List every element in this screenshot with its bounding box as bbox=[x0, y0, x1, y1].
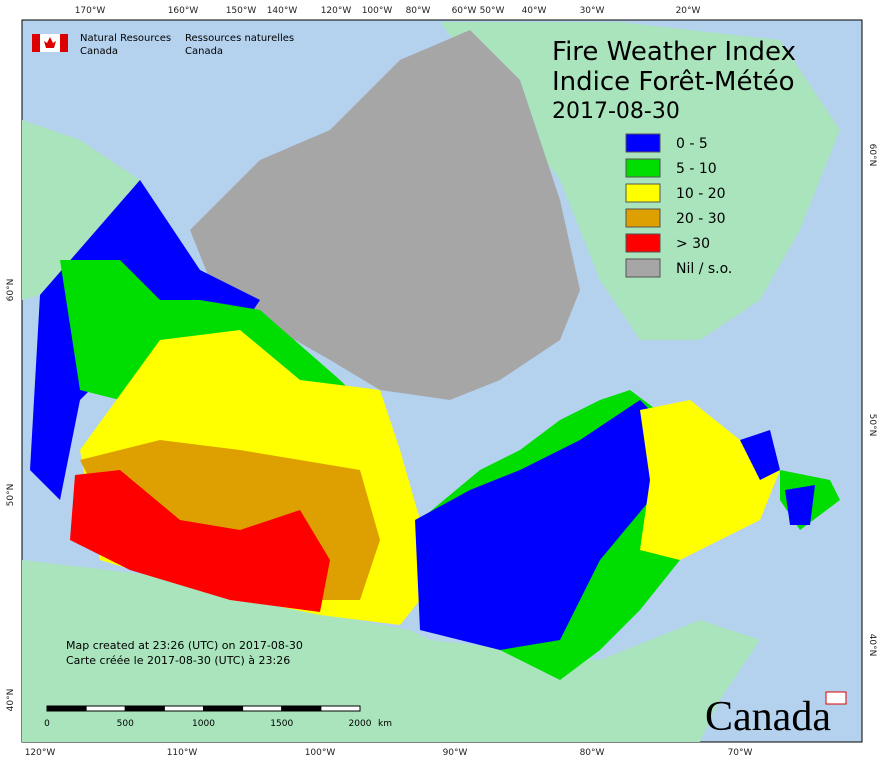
fwi-zone bbox=[415, 400, 660, 650]
legend-label: 10 - 20 bbox=[676, 186, 726, 202]
longitude-label: 120°W bbox=[321, 6, 352, 16]
fwi-zone bbox=[640, 400, 780, 560]
longitude-label: 80°W bbox=[580, 748, 605, 758]
united-states bbox=[22, 560, 760, 742]
fwi-zone bbox=[785, 485, 815, 525]
longitude-label: 150°W bbox=[226, 6, 257, 16]
legend-swatch bbox=[625, 233, 661, 253]
longitude-label: 90°W bbox=[443, 748, 468, 758]
scale-label: 0 bbox=[44, 719, 50, 729]
greenland bbox=[440, 22, 840, 340]
scale-segment bbox=[203, 705, 244, 712]
flag-bar bbox=[60, 34, 68, 52]
latitude-label: 60°N bbox=[6, 279, 16, 302]
legend-swatch bbox=[625, 208, 661, 228]
legend-swatch bbox=[625, 258, 661, 278]
title: Fire Weather Index bbox=[552, 37, 796, 67]
legend: 0 - 5 5 - 10 10 - 20 20 - 30 > 30 Nil / s.o. bbox=[625, 133, 732, 278]
graticule-labels: 170°W 160°W 150°W 140°W 120°W 100°W 80°W 60°W 50… bbox=[6, 6, 877, 758]
date: 2017-08-30 bbox=[552, 99, 680, 124]
legend-label: Nil / s.o. bbox=[676, 261, 732, 277]
agency-fr: Canada bbox=[185, 46, 223, 57]
scale-label: 1000 bbox=[192, 719, 215, 729]
legend-swatch bbox=[625, 183, 661, 203]
alaska bbox=[22, 120, 140, 300]
longitude-label: 170°W bbox=[75, 6, 106, 16]
legend-label: > 30 bbox=[676, 236, 710, 252]
latitude-label: 40°N bbox=[867, 634, 877, 657]
legend-label: 5 - 10 bbox=[676, 161, 717, 177]
longitude-label: 100°W bbox=[362, 6, 393, 16]
note: Carte créée le 2017-08-30 (UTC) à 23:26 bbox=[66, 654, 290, 667]
latitude-label: 40°N bbox=[6, 689, 16, 712]
scale-segment bbox=[85, 705, 126, 712]
fire-weather-zones bbox=[30, 180, 840, 650]
latitude-label: 60°N bbox=[867, 144, 877, 167]
longitude-label: 160°W bbox=[168, 6, 199, 16]
latitude-label: 50°N bbox=[6, 484, 16, 507]
longitude-label: 80°W bbox=[406, 6, 431, 16]
legend-swatch bbox=[625, 133, 661, 153]
title: Indice Forêt-Météo bbox=[552, 67, 795, 97]
longitude-label: 100°W bbox=[305, 748, 336, 758]
maple-leaf bbox=[44, 37, 56, 48]
scale-segment bbox=[320, 705, 361, 712]
longitude-label: 20°W bbox=[676, 6, 701, 16]
arctic-islands bbox=[190, 30, 580, 400]
agency-en: Canada bbox=[80, 46, 118, 57]
scale-segment bbox=[281, 705, 322, 712]
longitude-label: 30°W bbox=[580, 6, 605, 16]
legend-label: 0 - 5 bbox=[676, 136, 708, 152]
scale-bar: 0 500 1000 1500 2000 km bbox=[44, 705, 392, 729]
scale-segment bbox=[242, 705, 283, 712]
agency-en: Natural Resources bbox=[80, 33, 171, 44]
longitude-label: 40°W bbox=[522, 6, 547, 16]
scale-segment bbox=[163, 705, 204, 712]
longitude-label: 110°W bbox=[167, 748, 198, 758]
note: Map created at 23:26 (UTC) on 2017-08-30 bbox=[66, 639, 303, 652]
legend-swatch bbox=[625, 158, 661, 178]
fwi-zone bbox=[70, 470, 330, 612]
longitude-label: 60°W bbox=[452, 6, 477, 16]
latitude-label: 50°N bbox=[867, 414, 877, 437]
longitude-label: 50°W bbox=[480, 6, 505, 16]
scale-label: 1500 bbox=[270, 719, 293, 729]
scale-label: 500 bbox=[117, 719, 134, 729]
scale-label: 2000 bbox=[349, 719, 372, 729]
longitude-label: 120°W bbox=[25, 748, 56, 758]
scale-segment bbox=[124, 705, 165, 712]
legend-label: 20 - 30 bbox=[676, 211, 726, 227]
wordmark-flag bbox=[825, 691, 847, 705]
scale-unit: km bbox=[378, 719, 392, 729]
fwi-zone bbox=[740, 430, 780, 480]
flag-bar bbox=[32, 34, 40, 52]
longitude-label: 70°W bbox=[728, 748, 753, 758]
wordmark: Canada bbox=[705, 694, 831, 740]
agency-fr: Ressources naturelles bbox=[185, 33, 294, 44]
agency-signature: Natural Resources Canada Ressources natu… bbox=[32, 33, 294, 57]
longitude-label: 140°W bbox=[267, 6, 298, 16]
scale-segment bbox=[46, 705, 87, 712]
